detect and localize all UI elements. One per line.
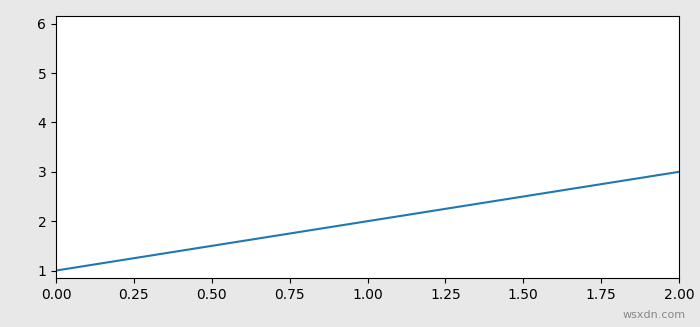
Text: wsxdn.com: wsxdn.com [623,310,686,320]
